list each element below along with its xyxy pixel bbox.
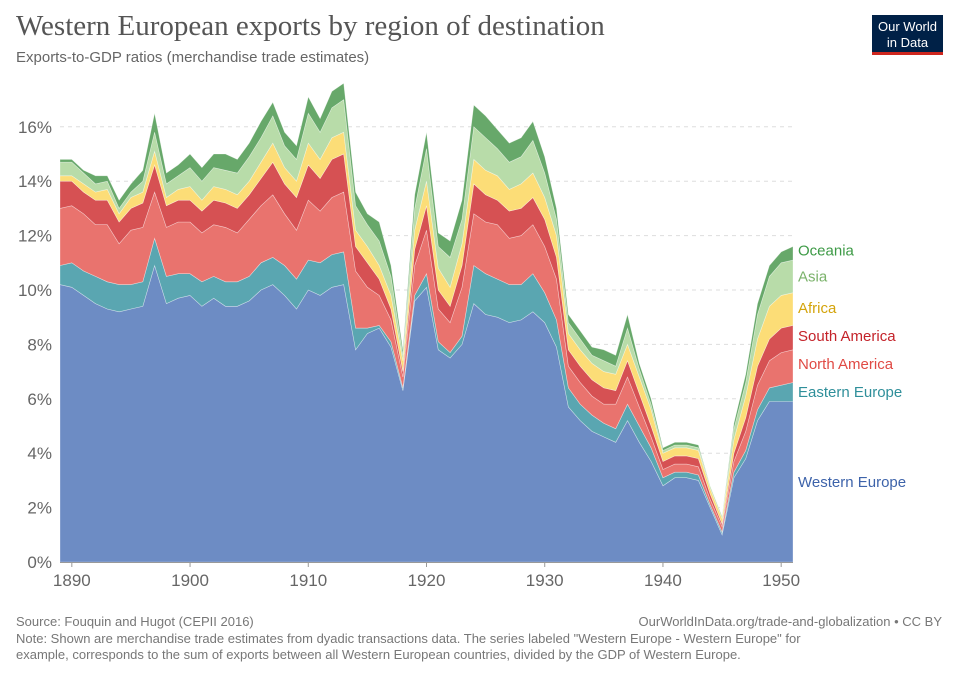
note-line-1: Note: Shown are merchandise trade estima… (16, 631, 801, 646)
x-tick-label: 1940 (644, 571, 682, 590)
y-tick-label: 12% (18, 227, 52, 246)
credit-link[interactable]: OurWorldInData.org/trade-and-globalizati… (638, 614, 942, 629)
legend-label-asia[interactable]: Asia (798, 268, 828, 285)
y-tick-label: 14% (18, 172, 52, 191)
source-text: Source: Fouquin and Hugot (CEPII 2016) (16, 614, 254, 629)
y-tick-label: 6% (27, 390, 52, 409)
legend-label-eastern-europe[interactable]: Eastern Europe (798, 384, 902, 401)
owid-logo[interactable]: Our World in Data (872, 15, 943, 55)
chart-title: Western European exports by region of de… (16, 10, 605, 42)
x-tick-label: 1920 (408, 571, 446, 590)
legend-label-north-america[interactable]: North America (798, 356, 894, 373)
chart-axes: 0% 2% 4% 6% 8% 10% 12% 14% 16% 1890 1900 1910 1920 19… (18, 118, 800, 590)
chart-areas (59, 82, 794, 563)
stacked-area-chart: 0% 2% 4% 6% 8% 10% 12% 14% 16% 1890 1900 1910 1920 19… (18, 82, 906, 590)
area-oceania[interactable] (59, 82, 794, 517)
area-western-europe[interactable] (59, 264, 794, 563)
y-tick-label: 10% (18, 281, 52, 300)
y-tick-label: 2% (27, 499, 52, 518)
x-tick-label: 1930 (526, 571, 564, 590)
chart-legend: Western Europe Eastern Europe North Americ… (798, 242, 906, 490)
logo-line-2: in Data (886, 35, 929, 50)
legend-label-south-america[interactable]: South America (798, 328, 896, 345)
x-tick-label: 1950 (762, 571, 800, 590)
y-tick-label: 4% (27, 444, 52, 463)
x-tick-label: 1910 (289, 571, 327, 590)
y-tick-label: 16% (18, 118, 52, 137)
x-tick-label: 1890 (53, 571, 91, 590)
y-tick-label: 8% (27, 335, 52, 354)
y-tick-label: 0% (27, 553, 52, 572)
logo-line-1: Our World (878, 19, 937, 34)
legend-label-oceania[interactable]: Oceania (798, 242, 855, 259)
x-tick-label: 1900 (171, 571, 209, 590)
note-line-2: example, corresponds to the sum of expor… (16, 647, 741, 662)
legend-label-western-europe[interactable]: Western Europe (798, 474, 906, 491)
note-text: Note: Shown are merchandise trade estima… (16, 631, 801, 663)
chart-subtitle: Exports-to-GDP ratios (merchandise trade… (16, 49, 370, 66)
legend-label-africa[interactable]: Africa (798, 300, 837, 317)
